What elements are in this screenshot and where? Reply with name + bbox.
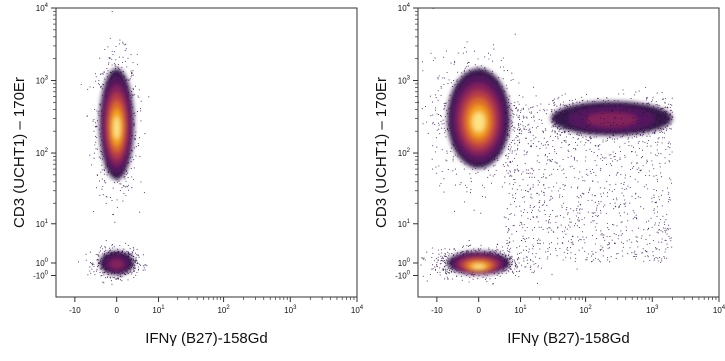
- y-tick-label: -100: [395, 270, 411, 280]
- x-tick-label: 102: [217, 305, 230, 315]
- y-tick-label: 100: [398, 258, 411, 268]
- x-tick-label: 101: [152, 305, 165, 315]
- population-2: [420, 240, 578, 285]
- y-tick-label: 103: [398, 76, 411, 86]
- population-2: [77, 242, 148, 285]
- y-tick-label: 100: [36, 258, 49, 268]
- x-tick-label: 104: [351, 305, 364, 315]
- data-layer: [418, 8, 673, 285]
- x-tick-label: -10: [69, 306, 81, 315]
- y-tick-label: 102: [398, 148, 411, 158]
- population-1: [418, 8, 556, 214]
- population-1: [80, 11, 150, 263]
- x-tick-label: 103: [646, 305, 659, 315]
- y-tick-label: 101: [398, 219, 411, 229]
- x-tick-label: 0: [476, 306, 481, 315]
- x-axis: -10 0 101 102 103 104 IFNγ (B27)-158Gd: [69, 297, 364, 347]
- density-blob: [447, 251, 511, 275]
- y-tick-label: 101: [36, 219, 49, 229]
- x-axis: -10 0 101 102 103 104 IFNγ (B27)-158Gd: [431, 297, 725, 347]
- density-blob: [447, 68, 511, 169]
- y-tick-label: 104: [398, 3, 411, 13]
- y-axis: -100 100 101 102 103 104 CD3 (UCHT1) – 170Er: [373, 3, 418, 280]
- y-axis-title: CD3 (UCHT1) – 170Er: [373, 77, 390, 228]
- y-tick-label: -100: [33, 270, 49, 280]
- density-blob: [550, 101, 673, 136]
- y-axis-title: CD3 (UCHT1) – 170Er: [11, 77, 28, 228]
- x-tick-label: 103: [284, 305, 297, 315]
- x-tick-label: -10: [431, 306, 443, 315]
- data-layer: [77, 11, 150, 285]
- x-tick-label: 101: [514, 305, 527, 315]
- density-blob: [99, 68, 134, 180]
- plot-frame: [55, 7, 358, 298]
- y-tick-label: 103: [36, 76, 49, 86]
- x-tick-label: 104: [713, 305, 725, 315]
- x-axis-title: IFNγ (B27)-158Gd: [507, 330, 630, 347]
- plot-frame: [417, 7, 720, 298]
- y-tick-label: 104: [36, 3, 49, 13]
- x-tick-label: 102: [579, 305, 592, 315]
- density-blob: [99, 251, 134, 275]
- x-tick-label: 0: [114, 306, 119, 315]
- population-4: [503, 101, 673, 263]
- x-axis-title: IFNγ (B27)-158Gd: [145, 330, 268, 347]
- y-axis: -100 100 101 102 103 104 CD3 (UCHT1) – 170Er: [11, 3, 56, 280]
- y-tick-label: 102: [36, 148, 49, 158]
